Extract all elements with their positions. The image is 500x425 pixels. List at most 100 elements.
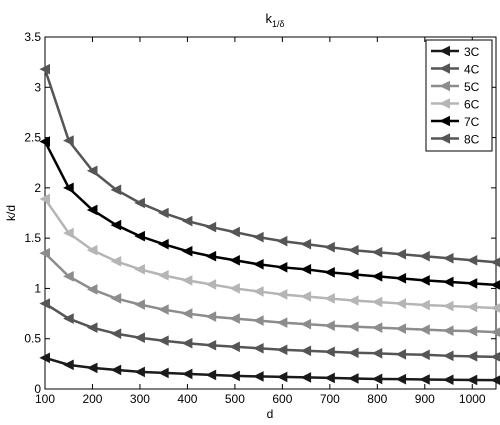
data-point: [276, 371, 288, 383]
data-point: [324, 293, 335, 304]
data-point: [205, 221, 217, 233]
x-tick-label: 800: [367, 392, 387, 406]
series-3C: [39, 352, 500, 386]
data-point: [300, 372, 312, 383]
data-point: [300, 238, 312, 250]
data-point: [86, 165, 98, 177]
data-point: [229, 283, 240, 294]
data-point: [276, 289, 288, 300]
legend-marker: [439, 133, 450, 144]
legend-marker: [439, 80, 450, 92]
data-point: [205, 311, 217, 322]
data-point: [490, 303, 500, 313]
data-point: [253, 231, 264, 243]
data-point: [276, 235, 288, 247]
data-point: [442, 374, 454, 386]
data-point: [134, 366, 145, 378]
data-point: [276, 344, 288, 356]
data-point: [86, 284, 98, 295]
data-point: [158, 335, 169, 347]
data-point: [63, 227, 74, 239]
x-axis-label: d: [267, 407, 274, 421]
data-point: [395, 298, 407, 309]
data-point: [63, 271, 74, 282]
data-point: [158, 238, 169, 250]
series-6C: [39, 193, 500, 313]
legend-label: 4C: [464, 63, 480, 77]
axis-ticks: 100 200 300 400 500 600 700 800 900 1000 0 0.5 1 1.5 2…: [24, 30, 496, 406]
data-point: [466, 351, 478, 362]
data-point: [158, 304, 169, 315]
data-point: [110, 293, 122, 304]
x-tick-label: 200: [82, 392, 102, 406]
data-point: [466, 374, 478, 386]
data-point: [205, 339, 217, 351]
data-point: [347, 321, 359, 332]
legend-marker: [439, 115, 450, 127]
data-point: [110, 255, 122, 267]
x-tick-label: 100: [35, 392, 55, 406]
data-point: [86, 244, 98, 256]
data-point: [347, 373, 359, 384]
data-point: [134, 299, 145, 310]
legend-entry: 6C: [431, 98, 480, 112]
data-point: [63, 182, 74, 194]
data-point: [39, 352, 50, 364]
data-point: [466, 301, 478, 313]
x-tick-label: 400: [177, 392, 197, 406]
data-point: [395, 323, 407, 334]
legend-label: 3C: [464, 45, 480, 59]
data-point: [110, 364, 122, 376]
data-point: [490, 257, 500, 268]
chart-title: k1/δ: [265, 11, 284, 29]
data-point: [39, 193, 50, 205]
legend-entry: 3C: [431, 45, 480, 59]
series-7C: [39, 136, 500, 290]
y-tick-label: 2: [34, 181, 41, 195]
data-point: [371, 322, 383, 333]
data-point: [229, 370, 240, 382]
y-axis-label: k/d: [4, 205, 18, 221]
y-tick-label: 3.5: [24, 30, 41, 44]
x-tick-label: 600: [272, 392, 292, 406]
data-point: [300, 264, 312, 275]
data-point: [253, 342, 264, 354]
legend-entry: 8C: [431, 133, 480, 147]
data-point: [39, 298, 50, 309]
legend-label: 8C: [464, 133, 480, 147]
data-point: [63, 359, 74, 371]
data-point: [466, 325, 478, 337]
chart-title-main: k: [265, 11, 272, 26]
legend-marker: [439, 45, 450, 57]
data-point: [253, 315, 264, 326]
data-point: [324, 320, 335, 331]
data-point: [276, 317, 288, 328]
data-point: [181, 368, 193, 380]
data-point: [158, 207, 169, 219]
data-point: [490, 352, 500, 362]
data-point: [253, 371, 264, 382]
y-tick-label: 1: [34, 281, 41, 295]
data-point: [419, 349, 430, 361]
data-point: [347, 295, 359, 306]
data-point: [229, 341, 240, 353]
data-point: [86, 204, 98, 216]
data-point: [395, 273, 407, 284]
data-point: [371, 347, 383, 359]
data-point: [371, 246, 383, 258]
data-point: [276, 261, 288, 273]
data-point: [324, 372, 335, 384]
data-point: [229, 313, 240, 324]
data-point: [253, 286, 264, 297]
data-point: [300, 291, 312, 302]
data-point: [229, 254, 240, 266]
data-point: [490, 327, 500, 337]
data-point: [181, 215, 193, 227]
data-point: [86, 362, 98, 374]
data-point: [419, 374, 430, 385]
data-point: [300, 318, 312, 330]
legend-box: [425, 39, 493, 152]
data-point: [442, 350, 454, 362]
data-point: [419, 299, 430, 311]
legend-label: 5C: [464, 80, 480, 94]
